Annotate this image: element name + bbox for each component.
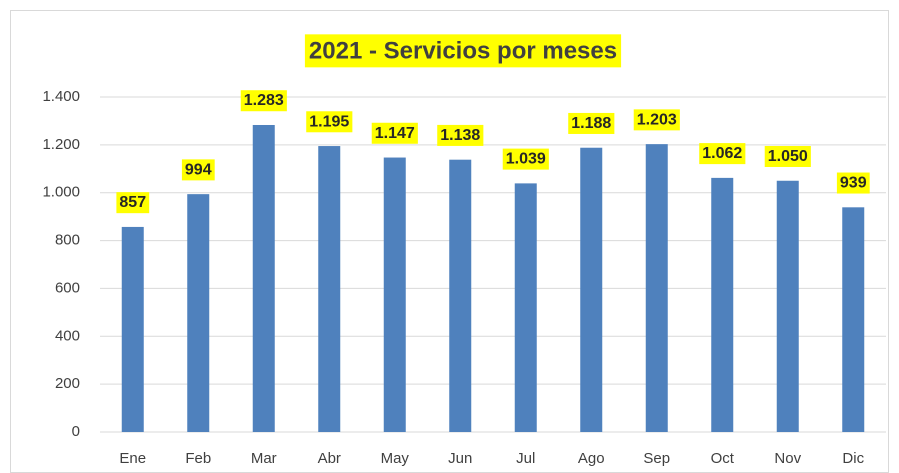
- value-label: 1.195: [309, 113, 349, 130]
- bar: [252, 124, 275, 432]
- value-label: 939: [840, 175, 867, 192]
- value-label: 1.062: [702, 145, 742, 162]
- value-label-highlight: [181, 159, 215, 181]
- value-label-highlight: [699, 143, 746, 165]
- value-label-highlight: [836, 172, 870, 194]
- bar: [711, 177, 734, 432]
- value-label: 1.138: [440, 127, 480, 144]
- value-label: 1.147: [375, 125, 415, 142]
- bar: [514, 183, 537, 432]
- value-label: 1.188: [571, 115, 611, 132]
- y-tick-label: 1.200: [42, 136, 80, 153]
- bar: [187, 194, 210, 432]
- x-tick-label: Mar: [251, 450, 277, 467]
- value-label-highlight: [240, 90, 287, 112]
- value-label-highlight: [116, 192, 150, 214]
- y-tick-label: 800: [55, 232, 80, 249]
- value-label-highlight: [371, 122, 418, 144]
- bar: [776, 180, 799, 432]
- y-tick-label: 1.000: [42, 184, 80, 201]
- bar: [645, 144, 668, 432]
- x-tick-label: Dic: [842, 450, 864, 467]
- x-tick-label: Ago: [578, 450, 605, 467]
- chart-title: 2021 - Servicios por meses: [309, 37, 617, 64]
- value-label: 1.203: [637, 111, 677, 128]
- x-tick-label: Ene: [119, 450, 146, 467]
- y-tick-label: 1.400: [42, 88, 80, 105]
- value-label: 1.050: [768, 148, 808, 165]
- x-tick-label: Nov: [774, 450, 801, 467]
- x-tick-label: Feb: [185, 450, 211, 467]
- bar: [842, 207, 865, 432]
- value-label-highlight: [306, 111, 353, 133]
- x-tick-label: May: [381, 450, 410, 467]
- x-tick-label: Sep: [643, 450, 670, 467]
- value-label-highlight: [502, 148, 549, 170]
- value-label: 1.283: [244, 92, 284, 109]
- x-tick-label: Jul: [516, 450, 535, 467]
- value-label: 1.039: [506, 151, 546, 168]
- x-tick-label: Jun: [448, 450, 472, 467]
- y-tick-label: 0: [72, 423, 80, 440]
- value-label: 857: [119, 194, 146, 211]
- y-tick-label: 200: [55, 375, 80, 392]
- bar: [383, 157, 406, 432]
- value-label-highlight: [568, 112, 615, 134]
- y-tick-label: 400: [55, 327, 80, 344]
- value-label-highlight: [437, 124, 484, 146]
- title-highlight: [304, 34, 622, 68]
- bar: [318, 146, 341, 432]
- bar: [580, 147, 603, 432]
- x-tick-label: Abr: [318, 450, 341, 467]
- x-tick-label: Oct: [711, 450, 735, 467]
- bar: [121, 226, 144, 432]
- bar: [449, 159, 472, 432]
- value-label-highlight: [633, 109, 680, 131]
- y-tick-label: 600: [55, 279, 80, 296]
- value-label-highlight: [764, 145, 811, 167]
- value-label: 994: [185, 161, 212, 178]
